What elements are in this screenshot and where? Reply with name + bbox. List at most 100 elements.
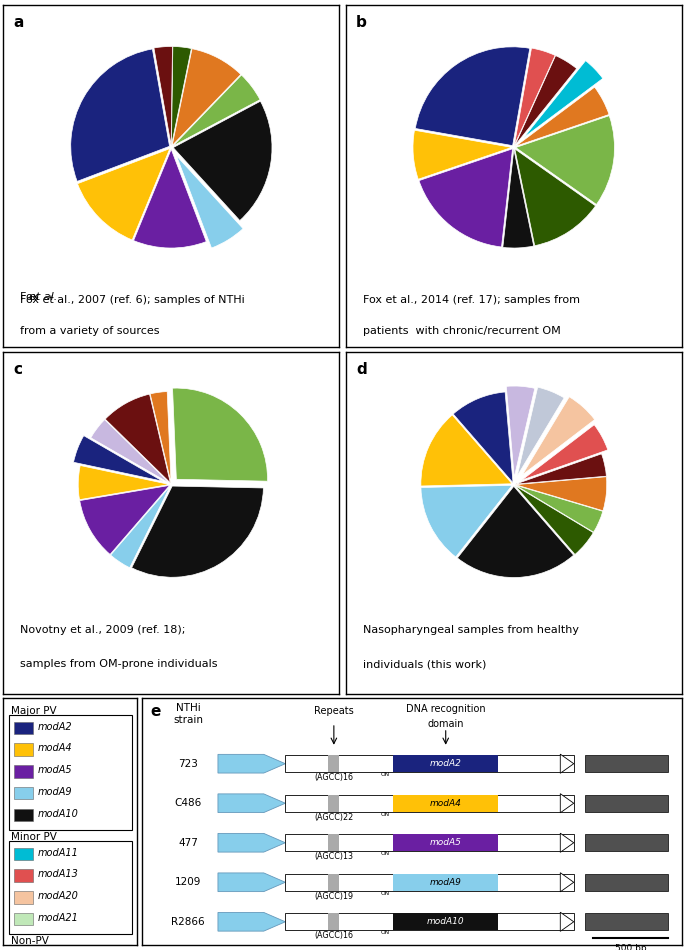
Text: ON: ON — [380, 890, 389, 896]
Wedge shape — [413, 130, 512, 180]
Bar — [14, 891, 33, 903]
Bar — [393, 755, 498, 772]
Text: (AGCC)19: (AGCC)19 — [314, 892, 353, 901]
Text: (AGCC)22: (AGCC)22 — [314, 813, 353, 822]
Text: from a variety of sources: from a variety of sources — [21, 326, 160, 336]
Bar — [286, 874, 574, 890]
Bar — [584, 914, 668, 930]
Text: modA4: modA4 — [38, 744, 73, 753]
Wedge shape — [415, 47, 530, 145]
Bar — [14, 787, 33, 799]
Text: a: a — [14, 15, 24, 30]
Text: modA20: modA20 — [38, 891, 79, 902]
Text: DNA recognition: DNA recognition — [406, 705, 486, 714]
Wedge shape — [516, 454, 606, 484]
Wedge shape — [77, 148, 170, 240]
Wedge shape — [517, 388, 564, 476]
Text: Fox et al., 2014 (ref. 17); samples from: Fox et al., 2014 (ref. 17); samples from — [363, 295, 580, 306]
Text: ON: ON — [380, 930, 389, 935]
Text: Non-PV: Non-PV — [12, 936, 49, 946]
Bar — [14, 847, 33, 860]
Text: NTHi
strain: NTHi strain — [173, 703, 203, 725]
Wedge shape — [105, 394, 171, 483]
Text: Nasopharyngeal samples from healthy: Nasopharyngeal samples from healthy — [363, 625, 579, 636]
Wedge shape — [516, 116, 614, 204]
Bar — [329, 795, 339, 811]
Wedge shape — [173, 102, 272, 220]
Text: (AGCC)13: (AGCC)13 — [314, 852, 353, 862]
Wedge shape — [79, 485, 170, 555]
Text: ON: ON — [380, 772, 389, 777]
Polygon shape — [218, 912, 286, 931]
Bar — [14, 722, 33, 734]
Bar — [329, 874, 339, 890]
Wedge shape — [522, 397, 595, 475]
Text: et al.: et al. — [29, 292, 58, 302]
Text: modA5: modA5 — [429, 838, 462, 847]
Wedge shape — [514, 48, 555, 145]
Text: Fox et al., 2007 (ref. 6); samples of NTHi: Fox et al., 2007 (ref. 6); samples of NT… — [21, 295, 245, 306]
Text: modA2: modA2 — [38, 722, 73, 732]
Text: Fox: Fox — [21, 292, 42, 302]
Text: modA5: modA5 — [38, 765, 73, 775]
Text: samples from OM-prone individuals: samples from OM-prone individuals — [21, 659, 218, 670]
Wedge shape — [154, 47, 173, 145]
Text: C486: C486 — [175, 798, 202, 808]
Text: c: c — [14, 362, 23, 377]
Bar — [329, 914, 339, 930]
Wedge shape — [453, 392, 513, 483]
Wedge shape — [506, 386, 535, 477]
Bar — [9, 714, 132, 829]
Text: ON: ON — [380, 811, 389, 817]
Text: (AGCC)16: (AGCC)16 — [314, 931, 353, 940]
Bar — [329, 834, 339, 851]
Wedge shape — [78, 466, 169, 500]
Wedge shape — [171, 47, 191, 145]
Wedge shape — [522, 425, 608, 480]
Polygon shape — [218, 833, 286, 852]
Wedge shape — [177, 156, 243, 248]
Wedge shape — [173, 75, 260, 146]
Wedge shape — [516, 87, 609, 146]
Text: 477: 477 — [178, 838, 198, 847]
Polygon shape — [218, 754, 286, 773]
Wedge shape — [172, 48, 241, 145]
Wedge shape — [134, 149, 206, 248]
Bar — [584, 755, 668, 772]
Bar — [14, 765, 33, 777]
Text: b: b — [356, 15, 367, 30]
Bar — [393, 874, 498, 890]
Wedge shape — [71, 49, 169, 181]
Bar — [14, 869, 33, 882]
Bar — [9, 841, 132, 934]
Bar — [286, 914, 574, 930]
Text: modA9: modA9 — [38, 787, 73, 797]
Text: patients  with chronic/recurrent OM: patients with chronic/recurrent OM — [363, 326, 560, 336]
Bar — [584, 795, 668, 811]
Wedge shape — [421, 485, 512, 557]
Wedge shape — [173, 389, 268, 482]
Text: individuals (this work): individuals (this work) — [363, 659, 486, 670]
Wedge shape — [524, 61, 603, 138]
Text: modA2: modA2 — [429, 759, 462, 769]
Text: 500 bp: 500 bp — [614, 944, 646, 950]
Polygon shape — [218, 873, 286, 892]
Wedge shape — [515, 149, 595, 246]
Wedge shape — [503, 149, 534, 248]
Bar — [9, 945, 132, 950]
Text: domain: domain — [427, 719, 464, 730]
Wedge shape — [516, 477, 607, 511]
Wedge shape — [73, 436, 163, 482]
Bar — [286, 834, 574, 851]
Bar — [584, 834, 668, 851]
Bar — [286, 795, 574, 811]
Text: 1209: 1209 — [175, 877, 201, 887]
Text: Minor PV: Minor PV — [12, 831, 58, 842]
Wedge shape — [111, 486, 171, 568]
Bar — [393, 795, 498, 811]
Bar — [393, 834, 498, 851]
Text: d: d — [356, 362, 366, 377]
Text: 723: 723 — [178, 759, 198, 769]
Wedge shape — [515, 485, 593, 555]
Text: modA13: modA13 — [38, 869, 79, 880]
